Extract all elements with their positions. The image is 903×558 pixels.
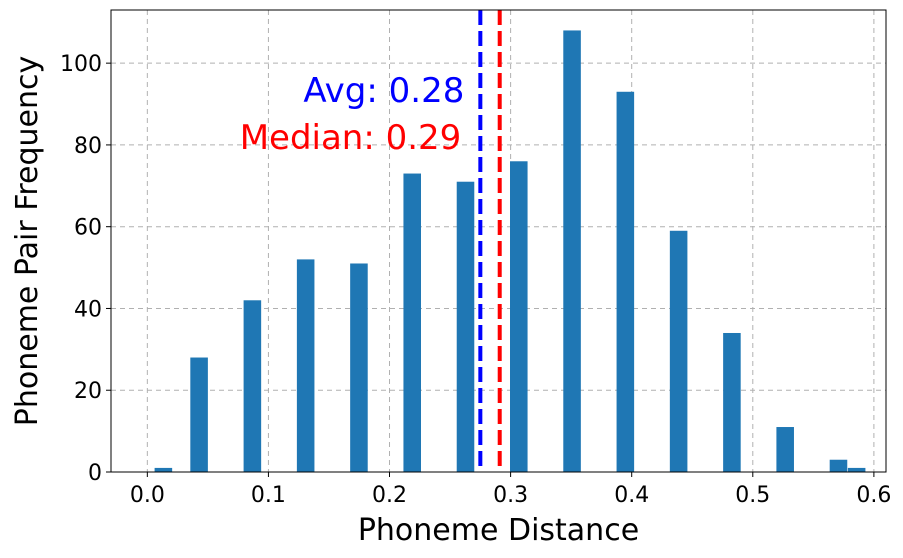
x-tick-label: 0.5: [735, 483, 770, 508]
histogram-bar: [154, 467, 173, 472]
y-tick-label: 20: [74, 379, 102, 404]
histogram-bar: [776, 427, 794, 472]
x-tick-label: 0.4: [614, 483, 649, 508]
histogram-bar: [510, 161, 528, 472]
histogram-bar: [350, 263, 368, 472]
histogram-bar: [190, 357, 208, 472]
x-axis-ticks: 0.0 0.1 0.2 0.3 0.4 0.5 0.6: [130, 472, 891, 508]
y-tick-label: 60: [74, 216, 102, 241]
histogram-bar: [296, 259, 315, 472]
histogram-bar: [847, 467, 866, 472]
reference-lines: [478, 10, 502, 472]
y-axis-ticks: 0 20 40 60 80 100: [60, 52, 111, 486]
y-tick-label: 100: [60, 52, 102, 77]
histogram-bar: [723, 332, 741, 472]
median-annotation: Median: 0.29: [240, 118, 462, 158]
x-tick-label: 0.3: [493, 483, 528, 508]
plot-frame: [110, 9, 887, 473]
bars-group: [154, 30, 866, 473]
x-tick-label: 0.6: [856, 483, 891, 508]
histogram-bar: [616, 91, 635, 473]
x-axis-label: Phoneme Distance: [358, 513, 639, 548]
mean-annotation: Avg: 0.28: [303, 71, 464, 111]
y-tick-label: 80: [74, 134, 102, 159]
histogram-bar: [563, 30, 581, 473]
histogram-bar: [669, 230, 688, 472]
histogram-bar: [243, 300, 262, 472]
histogram-bar: [829, 459, 848, 472]
x-tick-label: 0.0: [130, 483, 165, 508]
x-tick-label: 0.1: [251, 483, 286, 508]
histogram-bar: [403, 173, 421, 472]
x-tick-label: 0.2: [372, 483, 407, 508]
y-tick-label: 40: [74, 297, 102, 322]
y-axis-label: Phoneme Pair Frequency: [10, 56, 45, 426]
y-tick-label: 0: [88, 461, 102, 486]
histogram-bar: [456, 181, 475, 473]
